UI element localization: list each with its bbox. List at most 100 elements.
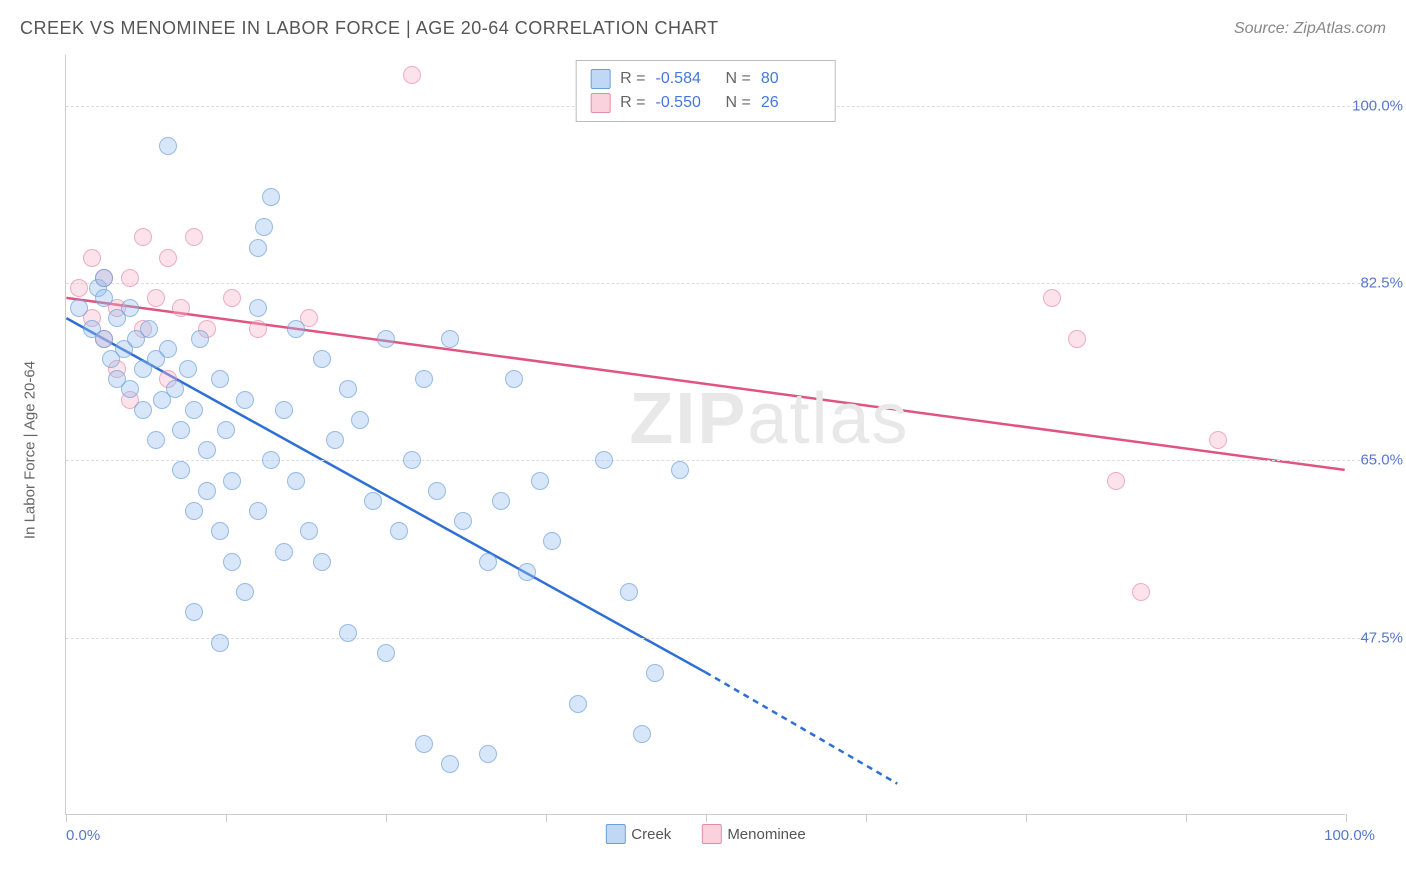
scatter-point-creek [95,330,113,348]
scatter-point-menominee [172,299,190,317]
scatter-point-creek [217,421,235,439]
r-label: R = [620,70,645,88]
chart-header: CREEK VS MENOMINEE IN LABOR FORCE | AGE … [20,18,1386,39]
legend-label-creek: Creek [631,826,671,843]
x-tick [866,814,867,822]
x-tick [706,814,707,822]
swatch-menominee-icon [590,93,610,113]
x-tick [66,814,67,822]
scatter-point-menominee [1107,472,1125,490]
scatter-point-creek [172,421,190,439]
scatter-point-creek [70,299,88,317]
scatter-point-creek [95,289,113,307]
scatter-point-creek [262,451,280,469]
swatch-creek-icon [605,824,625,844]
scatter-point-creek [185,502,203,520]
scatter-point-menominee [70,279,88,297]
stats-row-creek: R = -0.584 N = 80 [590,67,821,91]
scatter-point-creek [287,472,305,490]
scatter-point-menominee [185,228,203,246]
n-value-menominee: 26 [761,94,821,112]
y-axis-title: In Labor Force | Age 20-64 [22,361,39,539]
x-tick [1026,814,1027,822]
scatter-point-creek [236,583,254,601]
scatter-point-creek [211,634,229,652]
swatch-menominee-icon [701,824,721,844]
stats-legend: R = -0.584 N = 80 R = -0.550 N = 26 [575,60,836,122]
scatter-point-creek [147,431,165,449]
y-axis-tick-label: 82.5% [1360,275,1403,292]
x-tick [1346,814,1347,822]
x-axis-min-label: 0.0% [66,827,100,844]
legend-item-creek: Creek [605,824,671,844]
scatter-point-creek [415,370,433,388]
scatter-point-creek [249,239,267,257]
scatter-point-creek [441,755,459,773]
scatter-point-creek [543,532,561,550]
scatter-point-creek [121,380,139,398]
scatter-point-creek [275,401,293,419]
scatter-point-creek [179,360,197,378]
scatter-point-creek [339,624,357,642]
chart-title: CREEK VS MENOMINEE IN LABOR FORCE | AGE … [20,18,719,39]
scatter-point-creek [275,543,293,561]
scatter-point-creek [492,492,510,510]
scatter-point-menominee [1132,583,1150,601]
scatter-point-menominee [159,249,177,267]
scatter-point-creek [134,401,152,419]
scatter-point-creek [313,350,331,368]
gridline-h [66,283,1375,284]
r-value-creek: -0.584 [656,70,716,88]
scatter-point-menominee [1043,289,1061,307]
scatter-point-creek [326,431,344,449]
scatter-point-creek [364,492,382,510]
x-tick [386,814,387,822]
stats-row-menominee: R = -0.550 N = 26 [590,91,821,115]
legend-item-menominee: Menominee [701,824,805,844]
scatter-point-creek [415,735,433,753]
scatter-point-creek [159,137,177,155]
scatter-point-creek [377,644,395,662]
r-label: R = [620,94,645,112]
scatter-point-menominee [223,289,241,307]
scatter-point-creek [671,461,689,479]
scatter-point-creek [185,603,203,621]
scatter-point-creek [454,512,472,530]
x-tick [1186,814,1187,822]
scatter-point-creek [287,320,305,338]
scatter-point-menominee [1209,431,1227,449]
chart-source: Source: ZipAtlas.com [1234,20,1386,38]
n-label: N = [726,70,751,88]
scatter-point-menominee [1068,330,1086,348]
scatter-point-creek [249,502,267,520]
scatter-point-creek [390,522,408,540]
scatter-point-creek [95,269,113,287]
scatter-point-menominee [83,249,101,267]
scatter-point-creek [569,695,587,713]
x-axis-max-label: 100.0% [1324,827,1375,844]
scatter-point-creek [249,299,267,317]
scatter-point-creek [313,553,331,571]
scatter-point-creek [403,451,421,469]
scatter-point-creek [159,340,177,358]
n-label: N = [726,94,751,112]
scatter-point-creek [166,380,184,398]
scatter-point-creek [300,522,318,540]
chart-container: In Labor Force | Age 20-64 ZIPatlas R = … [45,55,1385,845]
scatter-point-creek [191,330,209,348]
y-axis-tick-label: 100.0% [1352,97,1403,114]
scatter-point-creek [633,725,651,743]
trendlines-svg [66,55,1345,814]
n-value-creek: 80 [761,70,821,88]
scatter-point-creek [620,583,638,601]
scatter-point-creek [185,401,203,419]
plot-area: ZIPatlas R = -0.584 N = 80 R = -0.550 N … [65,55,1345,815]
watermark: ZIPatlas [629,378,909,460]
scatter-point-creek [121,299,139,317]
scatter-point-creek [172,461,190,479]
scatter-point-creek [479,745,497,763]
y-axis-tick-label: 47.5% [1360,629,1403,646]
scatter-point-creek [377,330,395,348]
scatter-point-menominee [134,228,152,246]
scatter-point-creek [351,411,369,429]
